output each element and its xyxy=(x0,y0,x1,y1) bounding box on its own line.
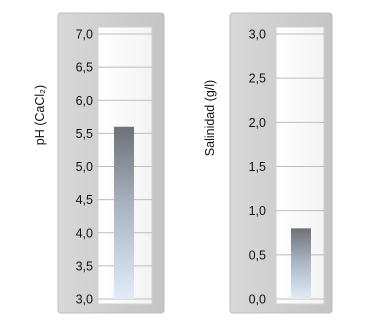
ph-gauge: 3,0 3,5 4,0 4,5 5,0 5,5 6,0 6,5 7,0 pH (CaCl₂) xyxy=(33,12,165,314)
ph-tick-label: 3,0 xyxy=(76,293,93,307)
ph-tick-label: 7,0 xyxy=(76,28,93,42)
salinity-tick-label: 2,0 xyxy=(249,116,266,130)
ph-bar xyxy=(114,126,134,299)
salinity-bar xyxy=(291,228,311,299)
ph-tick-labels: 3,0 3,5 4,0 4,5 5,0 5,5 6,0 6,5 7,0 xyxy=(76,28,93,307)
salinity-gauge: 0,0 0,5 1,0 1,5 2,0 2,5 3,0 Salinidad (g/l) xyxy=(203,12,333,314)
ph-tick-label: 5,5 xyxy=(76,127,93,141)
salinity-axis-label: Salinidad (g/l) xyxy=(203,80,217,156)
ph-tick-label: 3,5 xyxy=(76,259,93,273)
salinity-tick-labels: 0,0 0,5 1,0 1,5 2,0 2,5 3,0 xyxy=(249,28,266,307)
salinity-tick-label: 0,0 xyxy=(249,293,266,307)
salinity-tick-label: 1,0 xyxy=(249,204,266,218)
salinity-bar-layer xyxy=(291,228,311,299)
ph-bar-layer xyxy=(114,126,134,299)
ph-tick-label: 6,0 xyxy=(76,94,93,108)
ph-tick-label: 4,5 xyxy=(76,193,93,207)
ph-tick-label: 5,0 xyxy=(76,160,93,174)
salinity-tick-label: 2,5 xyxy=(249,72,266,86)
ph-tick-label: 6,5 xyxy=(76,61,93,75)
salinity-tick-label: 0,5 xyxy=(249,248,266,262)
salinity-tick-label: 3,0 xyxy=(249,28,266,42)
salinity-tick-label: 1,5 xyxy=(249,160,266,174)
ph-axis-label: pH (CaCl₂) xyxy=(33,85,47,145)
ph-tick-label: 4,0 xyxy=(76,226,93,240)
